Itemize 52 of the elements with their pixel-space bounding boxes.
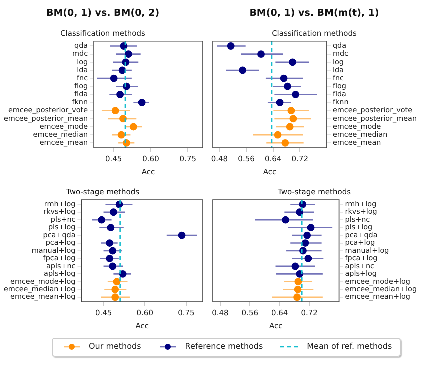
point: [239, 66, 247, 74]
point: [116, 91, 124, 98]
point: [307, 224, 315, 232]
point: [110, 74, 118, 82]
legend-label: Mean of ref. methods: [307, 342, 392, 351]
point: [109, 247, 117, 255]
point: [286, 123, 294, 131]
point: [296, 270, 304, 278]
point: [106, 240, 114, 247]
point: [123, 139, 130, 147]
point: [292, 262, 300, 270]
point: [294, 286, 302, 294]
point: [282, 216, 290, 224]
point: [304, 232, 312, 240]
point: [274, 131, 282, 139]
point: [110, 208, 118, 216]
point: [288, 107, 296, 115]
point: [290, 115, 298, 123]
point: [112, 294, 120, 302]
point: [138, 99, 146, 106]
point: [109, 262, 117, 270]
point: [258, 50, 265, 58]
point: [284, 82, 292, 90]
chart-title: BM(0, 1) vs. BM(0, 2): [46, 8, 160, 20]
point: [112, 107, 120, 115]
point: [294, 278, 302, 286]
point: [296, 208, 304, 216]
point: [282, 139, 290, 147]
point: [125, 50, 132, 58]
point: [120, 42, 128, 50]
point: [289, 58, 296, 66]
point: [119, 270, 127, 278]
point: [118, 66, 126, 74]
point: [98, 216, 106, 224]
point: [294, 294, 301, 302]
point: [113, 278, 121, 286]
point: [292, 91, 300, 98]
point: [276, 99, 284, 106]
point: [304, 255, 312, 262]
chart-title: BM(0, 1) vs. BM(m(t), 1): [250, 8, 380, 20]
point: [118, 131, 126, 139]
legend-label: Reference methods: [185, 342, 264, 351]
point: [302, 240, 310, 247]
point: [130, 123, 138, 131]
point: [227, 42, 235, 50]
legend-label: Our methods: [89, 342, 142, 351]
point: [280, 74, 288, 82]
point: [106, 255, 114, 262]
point: [178, 232, 186, 240]
point: [120, 115, 127, 123]
point: [112, 286, 120, 294]
point: [107, 224, 115, 232]
